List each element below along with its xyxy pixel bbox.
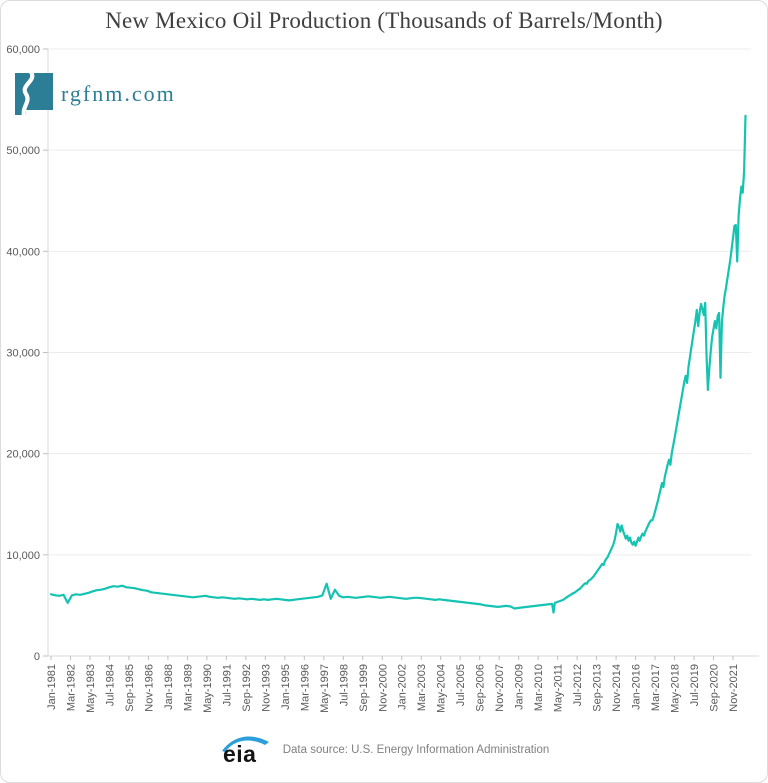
chart-footer: eia Data source: U.S. Energy Information…	[1, 727, 767, 773]
x-axis-label: Jan-2002	[397, 664, 409, 710]
y-axis-label: 60,000	[6, 44, 40, 56]
x-axis-label: Jul-1998	[338, 664, 350, 706]
x-axis-label: Sep-2006	[475, 664, 487, 712]
x-axis-label: Nov-2021	[728, 664, 740, 712]
rio-grande-river-icon	[21, 72, 35, 116]
eia-swoosh-icon	[221, 736, 269, 752]
x-axis-label: Mar-1982	[65, 664, 77, 711]
x-axis-label: Nov-1986	[143, 664, 155, 712]
x-axis-label: Jan-1995	[280, 664, 292, 710]
new-mexico-state-icon	[15, 72, 53, 116]
y-axis-label: 50,000	[6, 145, 40, 157]
y-axis-label: 0	[34, 651, 40, 663]
x-axis-label: Mar-1989	[182, 664, 194, 711]
x-axis-label: Nov-1993	[260, 664, 272, 712]
y-axis-label: 40,000	[6, 246, 40, 258]
x-axis-label: Mar-2010	[533, 664, 545, 711]
x-axis-label: Sep-2013	[592, 664, 604, 712]
x-axis-label: Jan-2016	[631, 664, 643, 710]
x-axis-label: Sep-2020	[709, 664, 721, 712]
chart-title: New Mexico Oil Production (Thousands of …	[105, 8, 663, 33]
y-axis-label: 10,000	[6, 550, 40, 562]
x-axis-label: Jan-1981	[46, 664, 58, 710]
x-axis-label: May-1997	[319, 664, 331, 713]
x-axis-label: Mar-2017	[650, 664, 662, 711]
x-axis-label: Jul-1984	[104, 664, 116, 706]
eia-logo: eia	[221, 736, 269, 767]
rgfnm-logo: rgfnm.com	[14, 72, 176, 116]
watermark-text: rgfnm.com	[61, 81, 176, 106]
x-axis-label: Jul-2012	[572, 664, 584, 706]
x-axis-label: May-2004	[436, 664, 448, 713]
x-axis-label: Nov-2014	[611, 664, 623, 712]
y-axis-label: 30,000	[6, 348, 40, 360]
x-axis-label: Sep-1999	[358, 664, 370, 712]
eia-logo-text: eia	[223, 741, 256, 767]
x-axis-label: Nov-2007	[494, 664, 506, 712]
x-axis-label: Sep-1985	[124, 664, 136, 712]
x-axis-label: Mar-1996	[299, 664, 311, 711]
x-axis-label: May-2018	[670, 664, 682, 713]
x-axis-label: May-1983	[85, 664, 97, 713]
x-axis-label: Jan-2009	[514, 664, 526, 710]
x-axis-label: May-1990	[202, 664, 214, 713]
x-axis-label: Jul-2019	[689, 664, 701, 706]
x-axis-label: Jul-1991	[221, 664, 233, 706]
x-axis-label: Jul-2005	[455, 664, 467, 706]
x-axis-label: Mar-2003	[416, 664, 428, 711]
x-axis-label: Sep-1992	[241, 664, 253, 712]
x-axis-label: Jan-1988	[163, 664, 175, 710]
x-axis-label: May-2011	[553, 664, 565, 712]
data-source-text: Data source: U.S. Energy Information Adm…	[282, 744, 550, 756]
y-axis-label: 20,000	[6, 449, 40, 461]
production-line	[49, 114, 747, 614]
x-axis-label: Nov-2000	[377, 664, 389, 712]
